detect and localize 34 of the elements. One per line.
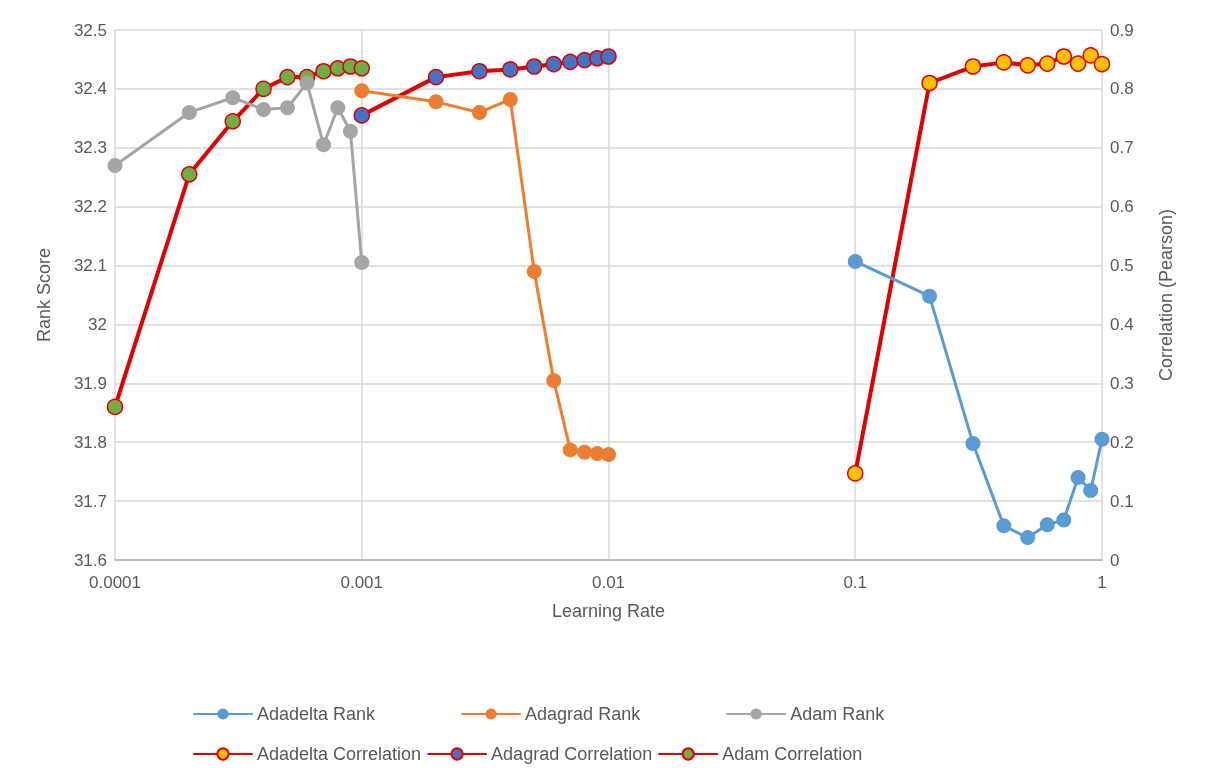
y2-tick-label: 0 <box>1110 550 1120 570</box>
y-tick-label: 32.5 <box>73 20 107 40</box>
y-tick-label: 31.7 <box>73 491 107 511</box>
y-tick-label: 32.1 <box>73 256 107 276</box>
x-tick-label: 0.1 <box>843 573 868 592</box>
y-tick-label: 32.2 <box>73 197 107 217</box>
x-tick-label: 1 <box>1097 573 1107 592</box>
x-tick-label: 0.0001 <box>89 573 141 592</box>
y-tick-label: 31.8 <box>73 432 107 452</box>
legend-label: Adadelta Rank <box>257 704 377 724</box>
y2-tick-label: 0.2 <box>1110 432 1134 452</box>
x-tick-label: 0.01 <box>591 573 626 592</box>
y2-axis-title: Correlation (Pearson) <box>1156 208 1176 382</box>
legend-label: Adadelta Correlation <box>257 744 422 764</box>
legend-label: Adam Rank <box>790 704 886 724</box>
y2-tick-label: 0.6 <box>1110 197 1134 217</box>
y-axis-title: Rank Score <box>34 247 54 343</box>
y-tick-label: 31.6 <box>73 550 107 570</box>
legend-label: Adagrad Rank <box>525 704 642 724</box>
y2-tick-label: 0.3 <box>1110 373 1134 393</box>
legend-label: Adagrad Correlation <box>491 744 653 764</box>
y-tick-label: 32.3 <box>73 138 107 158</box>
y-tick-label: 32.4 <box>73 79 107 99</box>
x-axis-title: Learning Rate <box>551 601 666 621</box>
y2-tick-label: 0.4 <box>1110 314 1134 334</box>
y-tick-label: 32 <box>88 314 107 334</box>
y2-tick-label: 0.7 <box>1110 138 1134 158</box>
y2-tick-label: 0.1 <box>1110 491 1134 511</box>
y2-tick-label: 0.8 <box>1110 79 1134 99</box>
x-tick-label: 0.001 <box>340 573 384 592</box>
y-tick-label: 31.9 <box>73 373 107 393</box>
legend-label: Adam Correlation <box>722 744 863 764</box>
y2-tick-label: 0.5 <box>1110 256 1134 276</box>
y2-tick-label: 0.9 <box>1110 20 1134 40</box>
